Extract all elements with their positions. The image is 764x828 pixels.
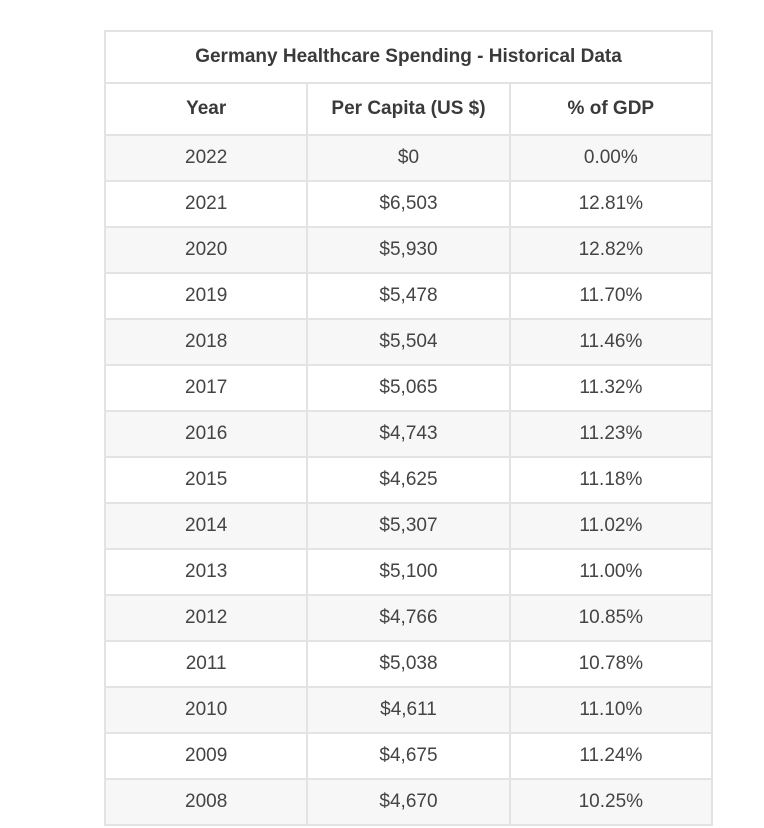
column-header-percent-gdp: % of GDP (508, 82, 714, 136)
column-header-year: Year (103, 82, 309, 136)
percent-gdp-cell: 11.46% (508, 318, 714, 366)
year-cell: 2013 (103, 548, 309, 596)
column-header-per-capita: Per Capita (US $) (306, 82, 511, 136)
year-cell: 2014 (103, 502, 309, 550)
per-capita-cell: $4,670 (306, 778, 511, 826)
per-capita-cell: $4,625 (306, 456, 511, 504)
table-row: 2019 $5,478 11.70% (103, 272, 714, 320)
percent-gdp-cell: 11.18% (508, 456, 714, 504)
table-row: 2008 $4,670 10.25% (103, 778, 714, 826)
year-cell: 2016 (103, 410, 309, 458)
per-capita-cell: $0 (306, 134, 511, 182)
percent-gdp-cell: 12.82% (508, 226, 714, 274)
per-capita-cell: $6,503 (306, 180, 511, 228)
healthcare-spending-table: Germany Healthcare Spending - Historical… (103, 30, 714, 826)
per-capita-cell: $4,766 (306, 594, 511, 642)
table-row: 2011 $5,038 10.78% (103, 640, 714, 688)
percent-gdp-cell: 10.85% (508, 594, 714, 642)
table-row: 2015 $4,625 11.18% (103, 456, 714, 504)
per-capita-cell: $5,504 (306, 318, 511, 366)
table-row: 2012 $4,766 10.85% (103, 594, 714, 642)
percent-gdp-cell: 11.32% (508, 364, 714, 412)
per-capita-cell: $5,930 (306, 226, 511, 274)
table-row: 2020 $5,930 12.82% (103, 226, 714, 274)
per-capita-cell: $5,478 (306, 272, 511, 320)
table-row: 2010 $4,611 11.10% (103, 686, 714, 734)
table-row: 2017 $5,065 11.32% (103, 364, 714, 412)
data-table-container: Germany Healthcare Spending - Historical… (103, 30, 714, 826)
year-cell: 2019 (103, 272, 309, 320)
year-cell: 2018 (103, 318, 309, 366)
percent-gdp-cell: 12.81% (508, 180, 714, 228)
percent-gdp-cell: 11.23% (508, 410, 714, 458)
table-title: Germany Healthcare Spending - Historical… (104, 30, 713, 84)
table-row: 2021 $6,503 12.81% (103, 180, 714, 228)
table-row: 2022 $0 0.00% (103, 134, 714, 182)
percent-gdp-cell: 10.25% (508, 778, 714, 826)
table-row: 2013 $5,100 11.00% (103, 548, 714, 596)
percent-gdp-cell: 11.70% (508, 272, 714, 320)
year-cell: 2017 (103, 364, 309, 412)
percent-gdp-cell: 11.10% (508, 686, 714, 734)
per-capita-cell: $4,675 (306, 732, 511, 780)
year-cell: 2015 (103, 456, 309, 504)
year-cell: 2011 (103, 640, 309, 688)
per-capita-cell: $4,611 (306, 686, 511, 734)
per-capita-cell: $5,100 (306, 548, 511, 596)
table-row: 2014 $5,307 11.02% (103, 502, 714, 550)
year-cell: 2021 (103, 180, 309, 228)
table-row: 2016 $4,743 11.23% (103, 410, 714, 458)
table-title-row: Germany Healthcare Spending - Historical… (104, 30, 713, 84)
per-capita-cell: $5,307 (306, 502, 511, 550)
year-cell: 2008 (103, 778, 309, 826)
year-cell: 2022 (103, 134, 309, 182)
percent-gdp-cell: 11.02% (508, 502, 714, 550)
table-row: 2009 $4,675 11.24% (103, 732, 714, 780)
table-header-row: Year Per Capita (US $) % of GDP (103, 82, 714, 136)
percent-gdp-cell: 11.00% (508, 548, 714, 596)
table-body: 2022 $0 0.00% 2021 $6,503 12.81% 2020 $5,930 12.… (103, 134, 714, 826)
table-row: 2018 $5,504 11.46% (103, 318, 714, 366)
per-capita-cell: $5,065 (306, 364, 511, 412)
percent-gdp-cell: 0.00% (508, 134, 714, 182)
percent-gdp-cell: 10.78% (508, 640, 714, 688)
year-cell: 2012 (103, 594, 309, 642)
per-capita-cell: $4,743 (306, 410, 511, 458)
per-capita-cell: $5,038 (306, 640, 511, 688)
year-cell: 2010 (103, 686, 309, 734)
year-cell: 2020 (103, 226, 309, 274)
percent-gdp-cell: 11.24% (508, 732, 714, 780)
year-cell: 2009 (103, 732, 309, 780)
